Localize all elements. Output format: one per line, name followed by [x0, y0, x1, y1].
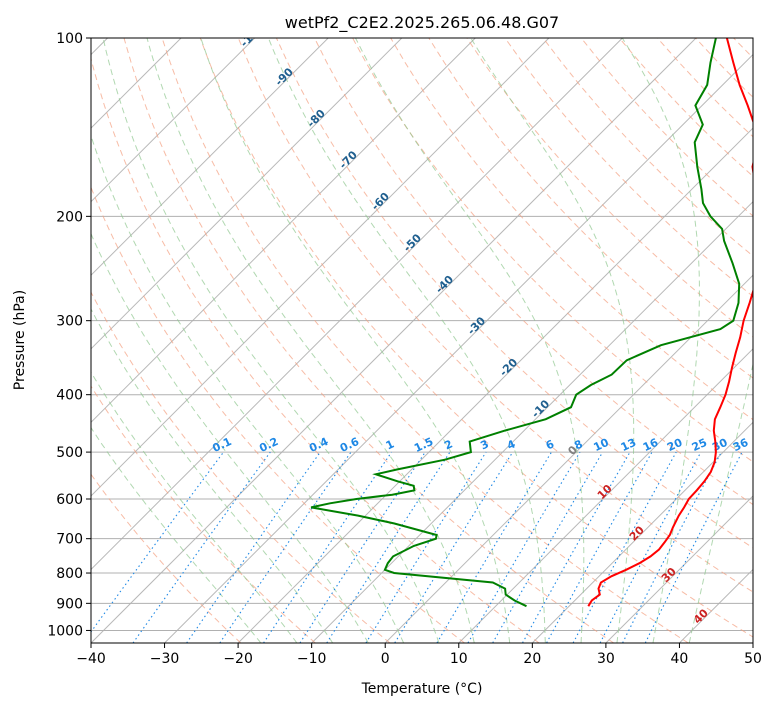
moist-adiabat-line — [91, 308, 334, 643]
x-tick-label: −10 — [297, 651, 327, 667]
moist-adiabat-line — [621, 38, 700, 643]
y-tick-label: 100 — [56, 31, 83, 47]
mixing-ratio-label: 36 — [731, 436, 751, 454]
dry-adiabat-line — [352, 38, 753, 463]
isotherm-label: -100 — [238, 21, 267, 50]
x-tick-label: −40 — [76, 651, 106, 667]
y-tick-label: 300 — [56, 314, 83, 330]
x-tick-label: 30 — [597, 651, 615, 667]
dry-adiabat-line — [390, 38, 753, 421]
isotherm-line — [91, 38, 623, 571]
isotherm-line — [237, 127, 753, 643]
mixing-ratio-line — [299, 451, 426, 643]
dry-adiabat-line — [91, 186, 465, 643]
dry-adiabat-line — [466, 38, 753, 338]
dewpoint-profile-line — [310, 38, 741, 608]
x-tick-label: −20 — [223, 651, 253, 667]
x-tick-label: 20 — [523, 651, 541, 667]
dry-adiabat-line — [504, 38, 753, 297]
mixing-ratio-line — [599, 451, 702, 643]
x-axis-label: Temperature (°C) — [361, 681, 483, 697]
moist-adiabat-line — [267, 38, 546, 643]
dry-adiabat-line — [237, 38, 753, 593]
mixing-ratio-label: 25 — [690, 436, 709, 454]
mixing-ratio-line — [365, 451, 487, 643]
moist-adiabat-line — [91, 371, 298, 643]
mixing-ratio-line — [132, 451, 271, 643]
x-tick-label: 10 — [450, 651, 468, 667]
chart-title: wetPf2_C2E2.2025.265.06.48.G07 — [285, 13, 559, 33]
isotherm-line — [91, 38, 256, 203]
isotherm-line — [164, 53, 753, 643]
moist-adiabat-line — [146, 38, 475, 643]
mixing-ratio-line — [219, 451, 352, 643]
moist-adiabat-line — [355, 38, 585, 643]
y-tick-label: 800 — [56, 566, 83, 582]
x-tick-label: −30 — [150, 651, 180, 667]
y-tick-label: 1000 — [47, 623, 83, 639]
dry-adiabat-line — [428, 38, 753, 379]
dry-adiabat-line — [91, 56, 540, 643]
y-tick-label: 900 — [56, 596, 83, 612]
mixing-ratio-label: 13 — [619, 436, 638, 454]
axes: −40 −30 −20 −10 0 10 20 30 40 50 100 200 300 400 500 60… — [47, 31, 762, 667]
dry-adiabat-line — [199, 38, 753, 638]
dry-adiabat-line — [314, 38, 753, 506]
y-tick-label: 700 — [56, 532, 83, 548]
isotherm-line — [91, 38, 550, 497]
x-tick-label: 40 — [671, 651, 689, 667]
mixing-ratio-label: 20 — [665, 436, 685, 454]
dry-adiabat-line — [91, 291, 391, 643]
axes-frame — [90, 37, 754, 644]
mixing-ratio-line — [263, 451, 392, 643]
isotherm-line — [605, 495, 753, 643]
temperature-profile-line — [587, 38, 753, 607]
isotherm-line — [91, 38, 329, 276]
y-axis-label: Pressure (hPa) — [12, 290, 28, 390]
isotherm-line — [91, 38, 697, 643]
dry-adiabat-line — [275, 38, 753, 549]
moist-adiabat-line — [91, 232, 369, 643]
dry-adiabat-line — [161, 38, 689, 643]
isotherm-line — [91, 38, 476, 424]
y-tick-label: 600 — [56, 492, 83, 508]
y-tick-label: 200 — [56, 209, 83, 225]
mixing-ratio-line — [436, 451, 552, 643]
isotherm-line — [311, 200, 753, 643]
mixing-ratio-label: 10 — [591, 436, 611, 454]
y-tick-label: 500 — [56, 445, 83, 461]
moist-adiabat-line — [688, 361, 753, 643]
moist-adiabat-line — [91, 134, 405, 643]
dry-adiabat-line — [91, 385, 316, 643]
mixing-ratio-line — [186, 451, 321, 643]
isotherm-line — [531, 421, 753, 643]
mixing-ratio-label: 16 — [641, 436, 661, 454]
isotherm-line — [458, 348, 753, 643]
moist-adiabat-line — [91, 426, 262, 643]
moist-adiabat-line — [102, 38, 440, 643]
x-tick-label: 0 — [381, 651, 390, 667]
x-tick-label: 50 — [744, 651, 762, 667]
y-tick-label: 400 — [56, 388, 83, 404]
dry-adiabat-line — [91, 473, 242, 643]
mixing-ratio-line — [572, 451, 677, 643]
mixing-ratio-line — [467, 451, 581, 643]
isotherm-line — [384, 274, 753, 643]
isotherm-line — [91, 38, 403, 350]
mixing-ratio-line — [394, 451, 514, 643]
mixing-ratio-line — [326, 451, 451, 643]
moist-adiabat-line — [200, 38, 511, 643]
